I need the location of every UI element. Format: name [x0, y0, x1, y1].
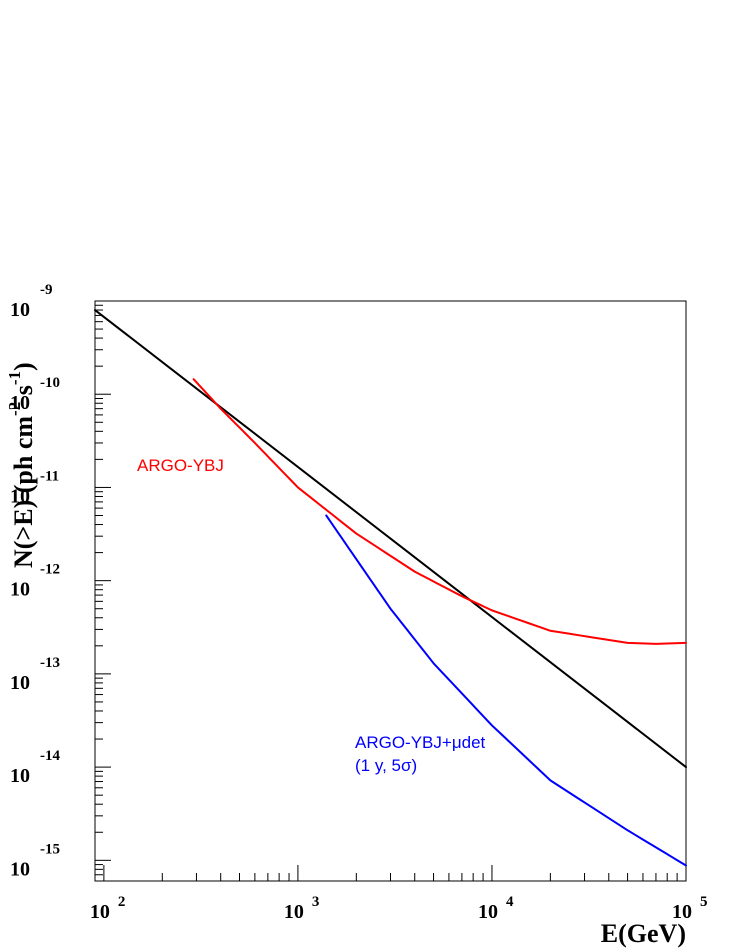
y-tick-label-exponent: -13: [40, 655, 60, 671]
series-line-black: [94, 309, 687, 769]
y-tick-label: 10: [10, 392, 30, 414]
x-tick-label-exponent: 4: [506, 894, 514, 910]
series-line-argo-ybj-mudet: [325, 514, 687, 867]
series-layer: [94, 309, 687, 867]
x-tick-label: 10: [672, 901, 692, 923]
y-tick-label-exponent: -9: [40, 282, 53, 298]
y-tick-label-exponent: -10: [40, 375, 60, 391]
y-tick-label: 10: [10, 579, 30, 601]
y-tick-label-exponent: -11: [40, 468, 59, 484]
y-axis-title-exp1: -2: [5, 402, 24, 416]
annotation-argo-ybj: ARGO-YBJ: [137, 456, 224, 475]
y-tick-label: 10: [10, 765, 30, 787]
y-tick-label-exponent: -12: [40, 562, 60, 578]
y-tick-label-exponent: -14: [40, 748, 60, 764]
y-axis-title: N(>E) (ph cm-2 s-1): [5, 362, 38, 568]
y-tick-label: 10: [10, 299, 30, 321]
x-tick-label: 10: [478, 901, 498, 923]
x-tick-label: 10: [90, 901, 110, 923]
x-tick-label-exponent: 5: [700, 894, 708, 910]
annotation-argo-ybj-mudet: ARGO-YBJ+μdet: [355, 733, 486, 752]
y-tick-label: 10: [10, 485, 30, 507]
annotation-exposure: (1 y, 5σ): [355, 756, 417, 775]
y-tick-label: 10: [10, 672, 30, 694]
y-axis-title-exp2: -1: [5, 371, 24, 385]
x-tick-label-exponent: 3: [312, 894, 320, 910]
y-axis-title-base: N(>E) (ph cm: [9, 416, 38, 568]
y-tick-labels: 10 -9 10 -10 10 -11 10 -12 10 -13 10 -14 10 -15: [10, 282, 60, 880]
y-axis-title-end: ): [9, 362, 38, 371]
x-tick-label: 10: [284, 901, 304, 923]
plot-frame: [94, 300, 687, 882]
x-tick-labels: 10 2 10 3 10 4 10 5: [90, 894, 708, 923]
y-tick-label: 10: [10, 858, 30, 880]
tick-marks: [94, 300, 687, 882]
series-line-argo-ybj: [192, 378, 687, 645]
x-axis-title: E(GeV): [601, 919, 686, 948]
y-axis-title-mid: s: [9, 385, 38, 402]
x-tick-label-exponent: 2: [118, 894, 126, 910]
y-tick-label-exponent: -15: [40, 841, 60, 857]
